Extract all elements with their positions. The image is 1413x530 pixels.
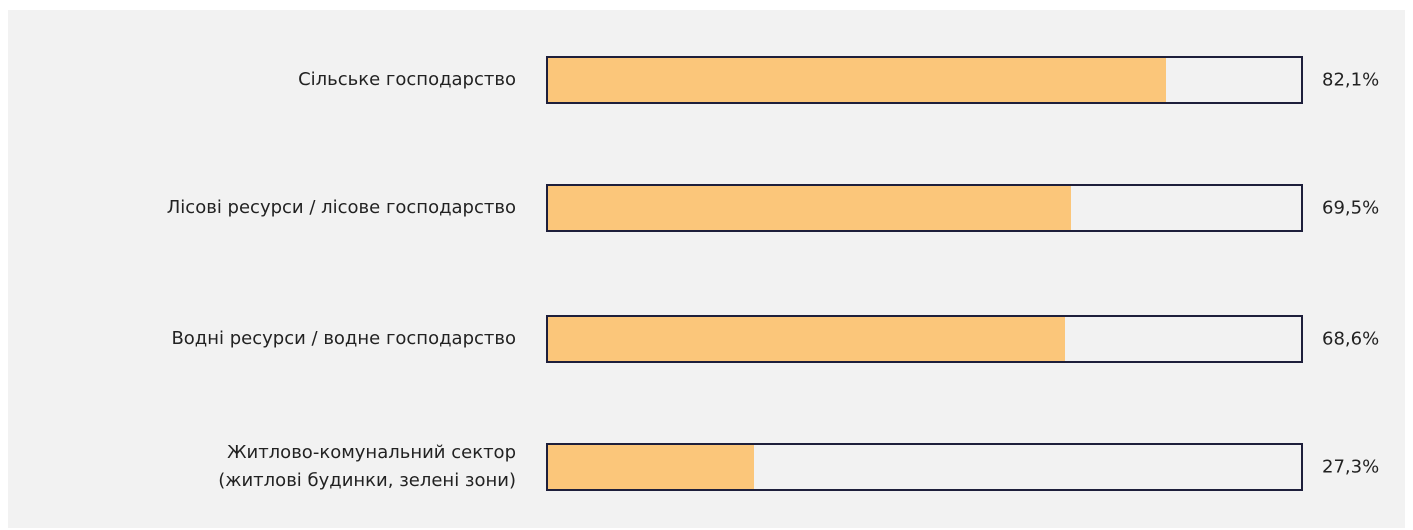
category-label: Сільське господарство [298, 69, 516, 90]
bar [548, 186, 1072, 230]
bar-track [546, 184, 1303, 232]
chart: Сільське господарство 82,1% Лісові ресурси… [8, 10, 1405, 528]
category-label: Водні ресурси / водне господарство [171, 328, 516, 349]
bar-track [546, 443, 1303, 491]
value-label: 27,3% [1322, 456, 1380, 478]
category-label: Лісові ресурси / лісове господарство [166, 197, 516, 218]
value-label: 69,5% [1322, 197, 1380, 219]
bar [548, 445, 754, 489]
bar [548, 58, 1167, 102]
value-label: 68,6% [1322, 328, 1380, 350]
bar-track [546, 315, 1303, 363]
category-label: Житлово-комунальний сектор (житлові буди… [218, 442, 516, 491]
bar [548, 317, 1065, 361]
bar-track [546, 56, 1303, 104]
value-label: 82,1% [1322, 69, 1380, 91]
